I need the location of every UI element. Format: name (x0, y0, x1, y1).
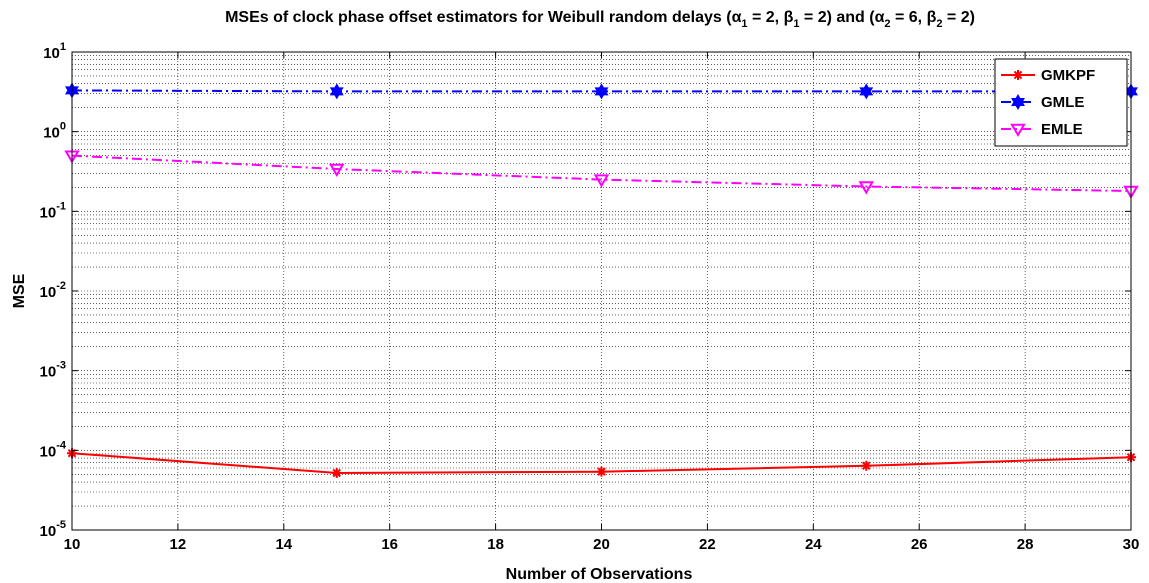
legend-item-gmle: GMLE (1001, 94, 1084, 111)
data-point-emle (329, 163, 345, 177)
y-axis-label: MSE (11, 273, 28, 308)
legend-label: GMLE (1041, 94, 1084, 111)
x-tick-label: 28 (1017, 536, 1034, 553)
legend: GMKPF GMLE EMLE (994, 58, 1128, 147)
x-tick-label: 12 (170, 536, 187, 553)
data-point-gmle (859, 83, 874, 100)
series-gmle (65, 82, 1138, 100)
x-tick-label: 14 (275, 536, 292, 553)
chart-title: MSEs of clock phase offset estimators fo… (225, 9, 975, 30)
x-tick-label: 24 (805, 536, 822, 553)
data-point-gmkpf (861, 460, 872, 471)
legend-label: GMKPF (1041, 67, 1095, 84)
legend-item-emle: EMLE (1001, 121, 1083, 138)
legend-label: EMLE (1041, 121, 1083, 138)
y-tick-label: 100 (43, 121, 66, 142)
y-tick-label: 10-5 (40, 519, 66, 540)
tick-labels: 10 12 14 16 18 20 22 24 26 28 30 10-5 10-4 10-3 10-2 10… (40, 41, 1140, 553)
y-tick-label: 10-1 (40, 200, 66, 221)
data-point-gmle (329, 83, 344, 100)
x-axis-label: Number of Observations (506, 566, 693, 583)
y-tick-label: 10-3 (40, 360, 66, 381)
plot-lines (64, 82, 1139, 478)
legend-marker (1013, 70, 1023, 80)
series-gmkpf (67, 448, 1136, 478)
data-point-gmle (594, 83, 609, 100)
y-tick-label: 10-4 (40, 439, 67, 460)
x-tick-label: 30 (1123, 536, 1140, 553)
x-tick-label: 26 (911, 536, 928, 553)
data-point-gmkpf (331, 467, 342, 478)
x-tick-label: 16 (381, 536, 398, 553)
legend-marker (1011, 94, 1025, 110)
x-tick-label: 22 (699, 536, 716, 553)
x-tick-label: 20 (593, 536, 610, 553)
grid (71, 52, 1132, 530)
x-tick-label: 18 (487, 536, 504, 553)
data-point-emle (858, 181, 874, 195)
y-tick-label: 10-2 (40, 280, 66, 301)
legend-item-gmkpf: GMKPF (1001, 67, 1095, 84)
series-line-emle (71, 154, 1132, 192)
y-tick-label: 101 (43, 41, 66, 62)
legend-marker (1010, 123, 1026, 137)
data-point-emle (593, 174, 610, 188)
x-tick-label: 10 (64, 536, 81, 553)
data-point-gmkpf (596, 466, 607, 477)
